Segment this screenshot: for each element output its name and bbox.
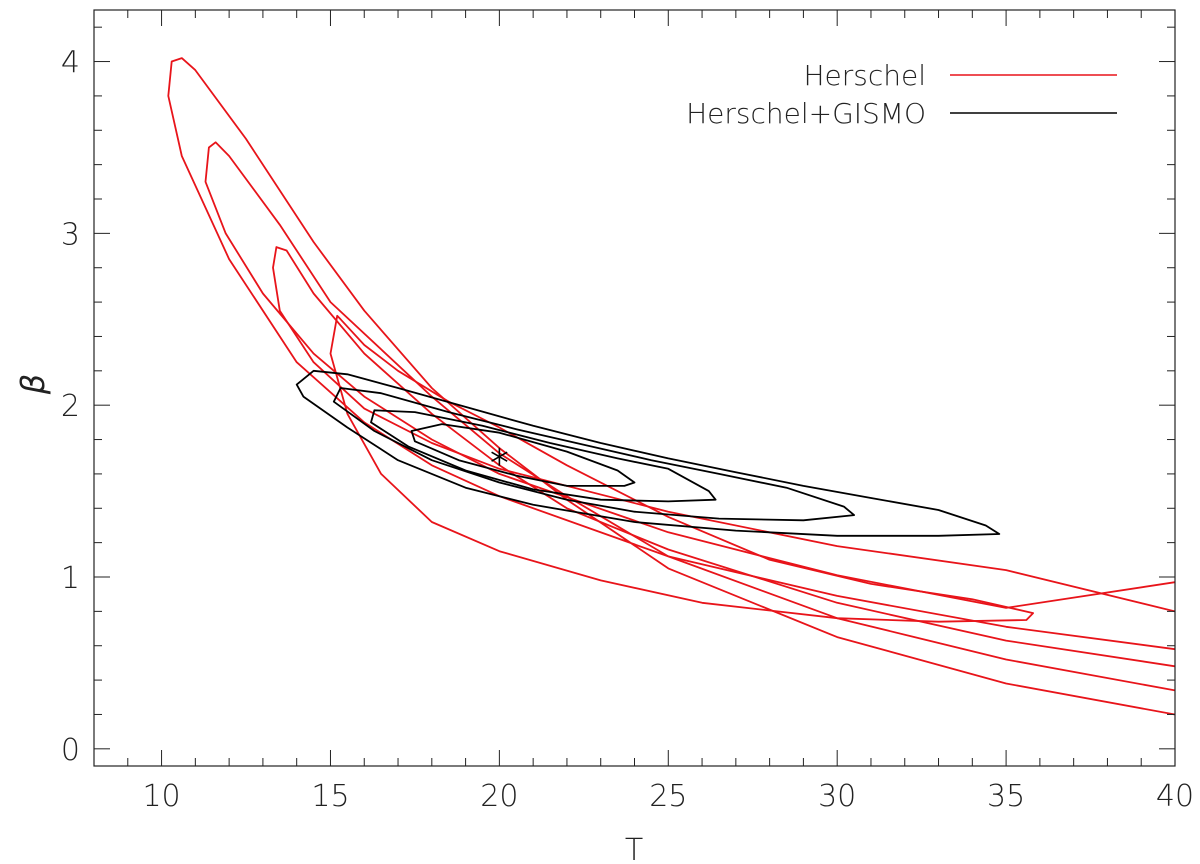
y-axis-label: β: [14, 374, 52, 395]
contour-herschel-1: [167, 57, 1175, 716]
x-tick-label: 20: [480, 779, 518, 814]
marker-stroke: [491, 451, 508, 462]
contour-herschel-2: [204, 141, 1175, 692]
x-tick-label: 10: [142, 779, 180, 814]
plot-frame: [93, 9, 1176, 767]
contour-herschel-3: [272, 246, 1175, 668]
y-tick-label: 4: [61, 46, 80, 81]
y-tick-label: 3: [61, 217, 80, 252]
best-fit-marker: [491, 447, 508, 466]
legend-label: Herschel: [803, 59, 926, 92]
legend-label: Herschel+GISMO: [686, 97, 926, 130]
contour-herschel-gismo-1: [295, 369, 1001, 537]
x-axis-label: T: [625, 833, 643, 864]
tick-layer: 10 15 20 25 30 35 40 0 1 2 3 4: [61, 10, 1194, 814]
legend: Herschel Herschel+GISMO: [686, 59, 1117, 130]
contour-layer: [167, 57, 1175, 716]
contour-herschel-gismo-2: [332, 387, 855, 522]
contour-herschel-4: [329, 314, 1034, 623]
y-tick-label: 1: [61, 561, 80, 596]
x-tick-label: 40: [1156, 779, 1194, 814]
y-tick-label: 0: [61, 733, 80, 768]
contour-herschel-gismo-4: [410, 423, 636, 487]
contour-herschel-gismo-3: [370, 409, 717, 503]
x-tick-label: 30: [818, 779, 856, 814]
y-tick-label: 2: [61, 389, 80, 424]
x-tick-label: 35: [987, 779, 1025, 814]
x-tick-label: 15: [311, 779, 349, 814]
x-tick-label: 25: [649, 779, 687, 814]
